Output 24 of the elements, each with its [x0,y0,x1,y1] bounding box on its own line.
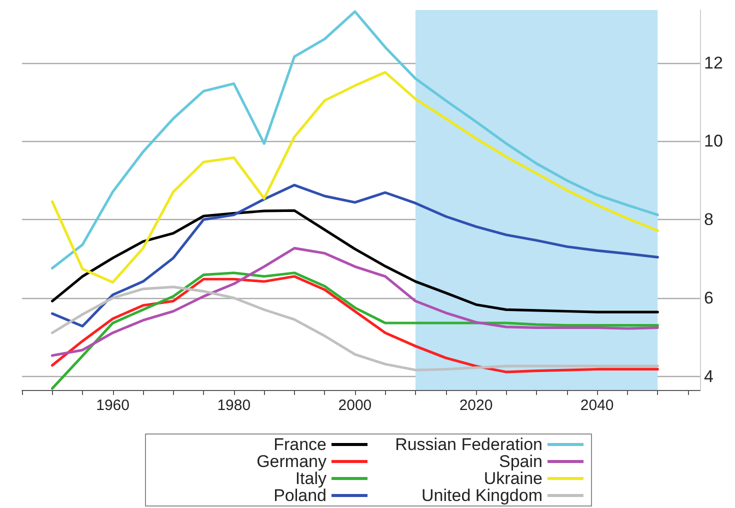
legend-label: Germany [256,452,327,471]
y-tick-label: 12 [704,53,723,72]
legend-label: Spain [499,452,542,471]
line-series [50,209,659,314]
legend-label: France [274,435,326,454]
x-tick-label: 2000 [338,397,372,414]
legend-label: Italy [295,469,327,488]
line-series [50,10,659,270]
legend-label: Ukraine [484,469,542,488]
x-tick-label: 1980 [217,397,251,414]
legend-label: Russian Federation [395,435,542,454]
y-tick-label: 4 [704,366,714,386]
line-series [50,184,659,328]
line-series [50,246,659,357]
y-tick-label: 10 [704,132,723,151]
x-tick-label: 2040 [580,397,614,414]
line-series [50,272,659,390]
x-tick-label: 1960 [96,397,130,414]
y-tick-label: 6 [704,288,714,308]
line-series [50,70,659,284]
legend-label: Poland [274,486,326,505]
x-tick-label: 2020 [459,397,493,414]
y-tick-label: 8 [704,210,714,230]
legend-label: United Kingdom [422,486,542,505]
